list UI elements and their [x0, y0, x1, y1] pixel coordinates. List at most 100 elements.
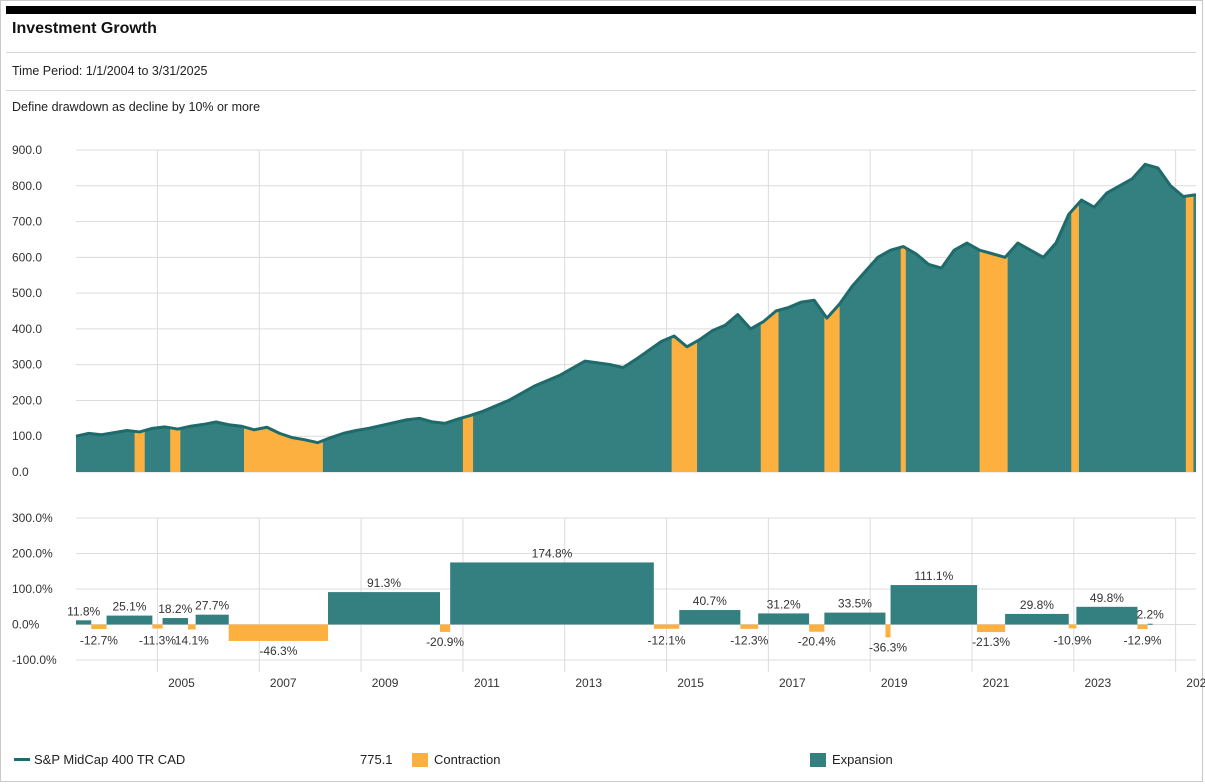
divider [6, 90, 1196, 91]
bar-value-label: 40.7% [693, 594, 727, 608]
contraction-bar [885, 624, 891, 638]
contraction-area [900, 246, 906, 472]
expansion-bar [162, 618, 188, 625]
contraction-bar [653, 624, 680, 629]
contraction-bar [228, 624, 328, 641]
legend-expansion: Expansion [810, 752, 893, 767]
contraction-area [760, 310, 779, 472]
x-tick-label: 2005 [168, 676, 195, 690]
chart-title: Investment Growth [12, 20, 157, 37]
time-period: Time Period: 1/1/2004 to 3/31/2025 [12, 64, 208, 78]
bar-value-label: 91.3% [367, 576, 401, 590]
expansion-bar [328, 592, 440, 625]
y-tick-label: 100.0% [12, 582, 53, 596]
bar-value-label: 31.2% [767, 597, 801, 611]
y-tick-label: 0.0 [12, 465, 29, 479]
bar-value-label: 49.8% [1090, 591, 1124, 605]
divider [6, 52, 1196, 53]
x-tick-label: 2019 [881, 676, 908, 690]
contraction-bar [740, 624, 759, 629]
legend-contraction-label: Contraction [434, 752, 501, 767]
x-tick-label: 2023 [1084, 676, 1111, 690]
y-tick-label: 300.0 [12, 358, 42, 372]
bar-value-label: 2.2% [1137, 608, 1165, 622]
bar-value-label: 33.5% [838, 597, 872, 611]
contraction-bar [1137, 624, 1148, 630]
bar-value-label: 29.8% [1020, 598, 1054, 612]
bar-value-label: -21.3% [972, 635, 1010, 649]
contraction-bar [152, 624, 163, 629]
expansion-bar [679, 610, 741, 625]
drawdown-note: Define drawdown as decline by 10% or mor… [12, 100, 261, 114]
header-bar [6, 6, 1196, 14]
expansion-bar [1005, 613, 1069, 625]
bar-value-label: -46.3% [259, 644, 297, 658]
y-tick-label: 200.0% [12, 547, 53, 561]
y-tick-label: 900.0 [12, 143, 42, 157]
y-tick-label: 500.0 [12, 286, 42, 300]
legend-expansion-label: Expansion [832, 752, 893, 767]
contraction-area [824, 303, 840, 472]
expansion-bar [106, 615, 153, 625]
x-tick-label: 2017 [779, 676, 806, 690]
x-tick-label: 2007 [270, 676, 297, 690]
contraction-swatch [412, 752, 428, 767]
x-tick-label: 2011 [474, 676, 500, 690]
bar-value-label: 25.1% [112, 600, 146, 614]
growth-area [76, 164, 1196, 473]
contraction-area [244, 426, 323, 472]
expansion-bar [195, 614, 229, 625]
x-tick-label: 2021 [983, 676, 1010, 690]
legend-contraction: Contraction [412, 752, 500, 767]
legend-series-value: 775.1 [360, 752, 393, 767]
contraction-area [462, 414, 474, 472]
y-tick-label: 0.0% [12, 618, 40, 632]
x-tick-label: 2013 [575, 676, 602, 690]
contraction-bar [188, 624, 196, 630]
expansion-bar [890, 585, 978, 625]
series-line [75, 162, 1197, 445]
bar-value-label: 18.2% [158, 602, 192, 616]
y-tick-label: 800.0 [12, 179, 42, 193]
x-tick-label: 2025 [1186, 676, 1205, 690]
bar-value-label: 14.1% [175, 634, 209, 648]
expansion-bar [76, 620, 92, 625]
contraction-area [170, 427, 181, 472]
expansion-bar [450, 562, 654, 625]
y-tick-label: 300.0% [12, 511, 53, 525]
y-tick-label: 200.0 [12, 393, 42, 407]
y-tick-label: 400.0 [12, 322, 42, 336]
bar-value-label: 111.1% [914, 569, 953, 583]
bar-value-label: 27.7% [195, 599, 229, 613]
legend-series: S&P MidCap 400 TR CAD [14, 752, 185, 767]
x-tick-label: 2015 [677, 676, 704, 690]
contraction-area [1071, 202, 1079, 472]
expansion-bar [1076, 606, 1138, 625]
contraction-bar [977, 624, 1006, 633]
contraction-area [134, 430, 145, 472]
legend-series-value-wrap: 775.1 [360, 752, 393, 767]
y-tick-label: -100.0% [12, 653, 57, 667]
bar-value-label: -10.9% [1054, 634, 1092, 648]
bar-value-label: 11.8% [67, 604, 100, 618]
series-line-swatch [14, 758, 30, 761]
x-tick-label: 2009 [372, 676, 399, 690]
contraction-bar [809, 624, 825, 632]
contraction-bar [440, 624, 451, 632]
contraction-area [979, 250, 1008, 472]
expansion-bar [1147, 623, 1153, 625]
contraction-bar [91, 624, 107, 630]
bar-value-label: -12.7% [80, 634, 118, 648]
expansion-swatch [810, 752, 826, 767]
y-tick-label: 700.0 [12, 215, 42, 229]
bar-value-label: -20.4% [798, 635, 836, 649]
investment-growth-chart: 900.0 800.0 700.0 600.0 500.0 400.0 300.0 200.0… [12, 143, 1205, 690]
expansion-bar [824, 612, 886, 625]
bar-value-label: -36.3% [869, 640, 907, 654]
bar-value-label: -12.9% [1124, 634, 1162, 648]
bar-value-label: -12.3% [730, 634, 768, 648]
contraction-area [671, 336, 698, 472]
expansion-bar [758, 613, 810, 625]
bar-value-label: -12.1% [648, 634, 686, 648]
